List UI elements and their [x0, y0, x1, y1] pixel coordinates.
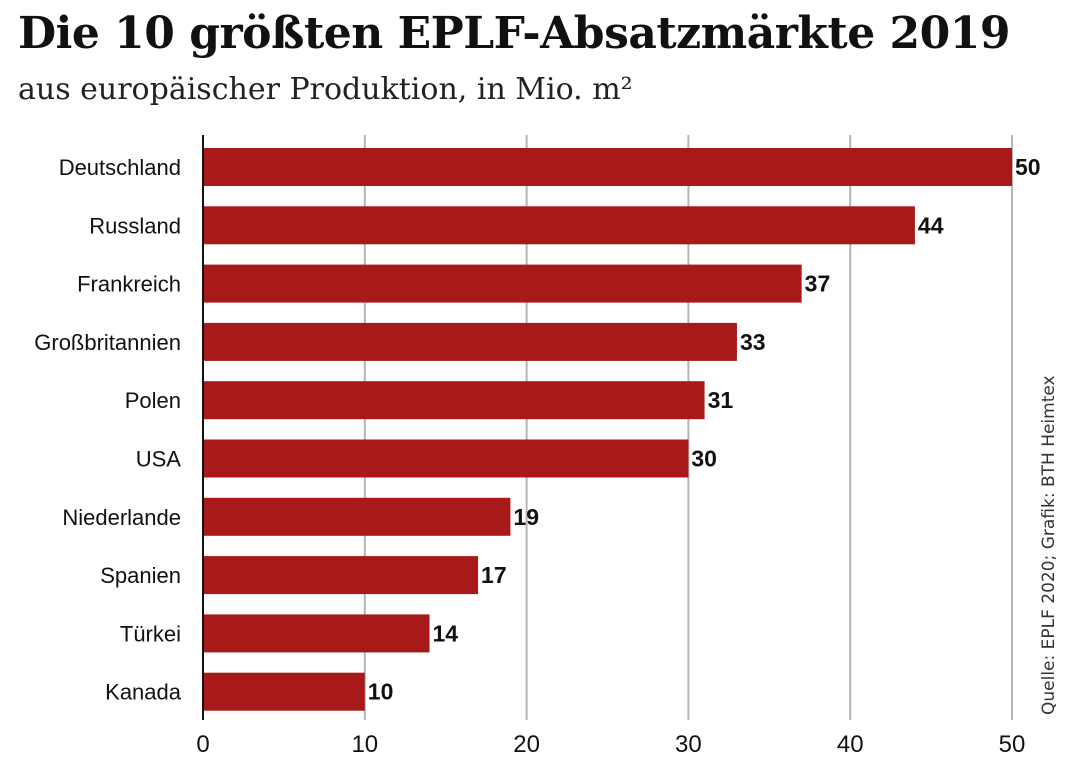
data-label: 10: [368, 679, 394, 705]
bar: [203, 556, 479, 595]
data-label: 31: [708, 387, 734, 413]
data-label: 44: [918, 212, 944, 238]
source-note: Quelle: EPLF 2020; Grafik: BTH Heimtex: [1039, 375, 1059, 715]
data-label: 17: [481, 562, 507, 588]
data-label: 37: [805, 271, 831, 297]
bar: [203, 439, 689, 478]
category-label: Kanada: [105, 680, 182, 705]
x-tick-label: 20: [513, 731, 540, 758]
bar: [203, 148, 1012, 186]
category-label: Deutschland: [59, 155, 181, 180]
bar: [203, 672, 365, 711]
x-tick-label: 0: [196, 731, 209, 758]
data-label: 14: [433, 620, 459, 646]
data-label: 19: [513, 504, 539, 530]
data-label: 33: [740, 329, 766, 355]
bar: [203, 264, 802, 303]
category-label: Russland: [89, 213, 181, 238]
category-label: Polen: [125, 388, 181, 413]
category-label: Spanien: [100, 563, 181, 588]
x-tick-label: 40: [837, 731, 864, 758]
bar: [203, 497, 511, 536]
category-label: Türkei: [120, 621, 181, 646]
category-label: Niederlande: [62, 505, 181, 530]
bar: [203, 322, 737, 361]
category-label: Großbritannien: [34, 330, 181, 355]
x-tick-label: 10: [351, 731, 378, 758]
category-label: USA: [136, 447, 182, 472]
bar: [203, 206, 915, 245]
data-label: 50: [1015, 154, 1041, 180]
x-tick-label: 50: [999, 731, 1026, 758]
bar: [203, 381, 705, 420]
chart-title: Die 10 größten EPLF-Absatzmärkte 2019: [18, 8, 1011, 59]
category-label: Frankreich: [77, 272, 181, 297]
bar: [203, 614, 430, 653]
data-label: 30: [691, 446, 717, 472]
chart-subtitle: aus europäischer Produktion, in Mio. m²: [18, 72, 633, 107]
x-tick-label: 30: [675, 731, 702, 758]
